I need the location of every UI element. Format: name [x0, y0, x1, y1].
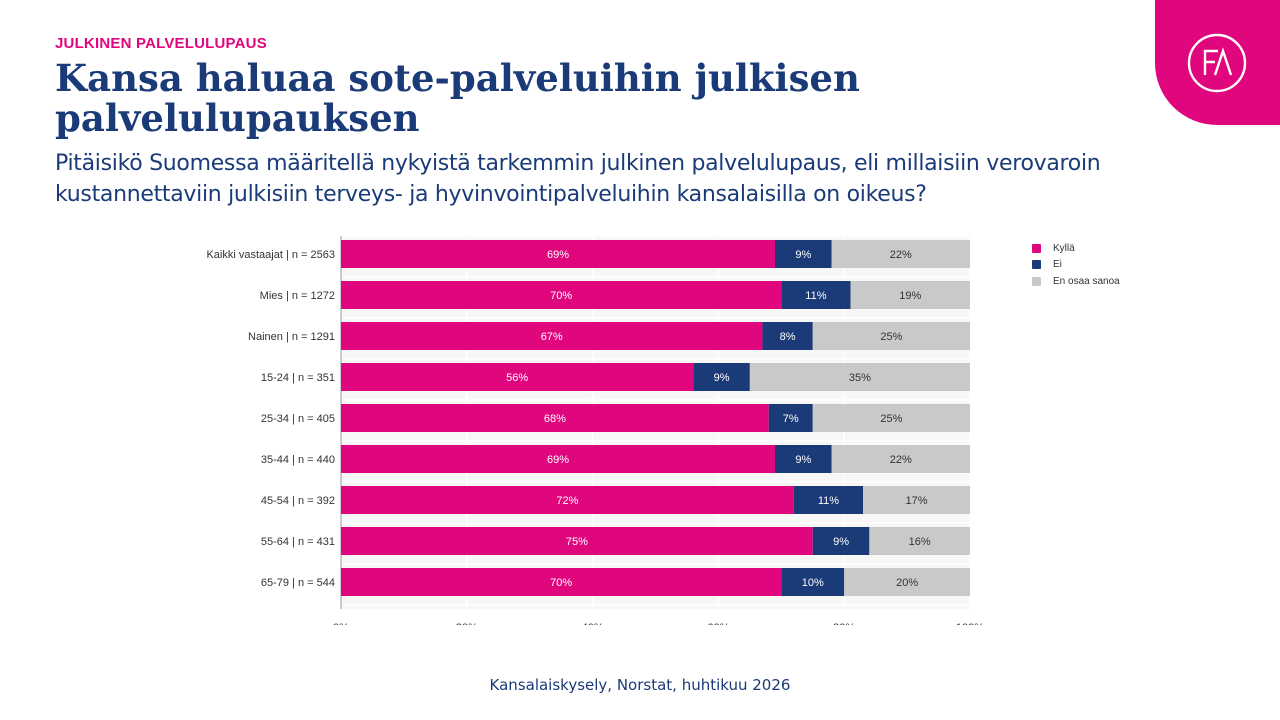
- kicker-label: JULKINEN PALVELULUPAUS: [55, 35, 267, 52]
- bar-segment-eos: [869, 527, 970, 555]
- legend-swatch: [1032, 276, 1041, 286]
- data-label: 72%: [556, 495, 578, 507]
- category-label: 55-64 | n = 431: [261, 536, 335, 548]
- bar-segment-ei: [762, 322, 813, 350]
- legend-label: Ei: [1053, 259, 1062, 270]
- data-label: 16%: [909, 536, 931, 548]
- bar-segment-eos: [831, 240, 970, 268]
- legend-item: Ei: [1032, 257, 1120, 273]
- data-label: 10%: [802, 577, 824, 589]
- x-tick-label: 40%: [582, 622, 604, 625]
- data-label: 67%: [541, 331, 563, 343]
- bar-segment-kylla: [341, 445, 776, 473]
- bar-segment-ei: [812, 527, 870, 555]
- category-label: 35-44 | n = 440: [261, 454, 335, 466]
- x-tick-label: 60%: [707, 622, 729, 625]
- data-label: 8%: [780, 331, 796, 343]
- data-label: 68%: [544, 413, 566, 425]
- bar-segment-eos: [844, 568, 970, 596]
- data-label: 69%: [547, 249, 569, 261]
- bar-segment-kylla: [341, 568, 782, 596]
- data-label: 69%: [547, 454, 569, 466]
- data-label: 9%: [714, 372, 730, 384]
- data-label: 20%: [896, 577, 918, 589]
- category-label: Kaikki vastaajat | n = 2563: [206, 249, 335, 261]
- chart-legend: Kyllä Ei En osaa sanoa: [1032, 240, 1120, 290]
- bar-segment-ei: [781, 568, 845, 596]
- category-label: 25-34 | n = 405: [261, 413, 335, 425]
- data-label: 9%: [795, 454, 811, 466]
- category-label: 65-79 | n = 544: [261, 577, 335, 589]
- data-label: 9%: [833, 536, 849, 548]
- bar-segment-ei: [781, 281, 851, 309]
- bar-segment-kylla: [341, 527, 813, 555]
- bar-segment-ei: [793, 486, 864, 514]
- stacked-bar-chart: 0% 20% 40% 60% 80% 100% Kaikki vastaajat | n =…: [206, 235, 984, 625]
- bar-segment-eos: [850, 281, 970, 309]
- bar-segment-ei: [693, 363, 750, 391]
- data-label: 7%: [783, 413, 799, 425]
- fa-logo-icon: [1187, 33, 1247, 93]
- legend-item: Kyllä: [1032, 240, 1120, 256]
- x-tick-label: 100%: [956, 622, 984, 625]
- bar-segment-ei: [768, 404, 813, 432]
- legend-item: En osaa sanoa: [1032, 273, 1120, 289]
- data-label: 56%: [506, 372, 528, 384]
- legend-swatch: [1032, 243, 1041, 253]
- data-label: 11%: [805, 290, 826, 302]
- data-label: 22%: [890, 249, 912, 261]
- data-label: 25%: [880, 331, 902, 343]
- legend-label: En osaa sanoa: [1053, 275, 1120, 287]
- data-label: 75%: [566, 536, 588, 548]
- x-tick-label: 0%: [333, 622, 349, 625]
- x-tick-label: 20%: [456, 622, 478, 625]
- bar-segment-kylla: [341, 281, 782, 309]
- data-label: 35%: [849, 372, 871, 384]
- category-label: Nainen | n = 1291: [248, 331, 335, 343]
- x-tick-label: 80%: [833, 622, 855, 625]
- page-subtitle: Pitäisikö Suomessa määritellä nykyistä t…: [55, 151, 1101, 207]
- bar-segment-eos: [812, 404, 970, 432]
- bar-segment-kylla: [341, 486, 794, 514]
- data-label: 11%: [818, 495, 839, 507]
- data-label: 9%: [795, 249, 811, 261]
- data-label: 70%: [550, 290, 572, 302]
- source-note: Kansalaiskysely, Norstat, huhtikuu 2026: [489, 676, 791, 694]
- legend-label: Kyllä: [1053, 242, 1075, 254]
- data-label: 19%: [899, 290, 921, 302]
- bar-segment-eos: [749, 363, 970, 391]
- data-label: 17%: [906, 495, 928, 507]
- bar-segment-kylla: [341, 322, 763, 350]
- category-label: Mies | n = 1272: [260, 290, 335, 302]
- page-title: Kansa haluaa sote-palveluihin julkisen p…: [55, 56, 860, 140]
- fa-logo: [1155, 0, 1280, 125]
- bar-segment-eos: [863, 486, 970, 514]
- category-label: 45-54 | n = 392: [261, 495, 335, 507]
- category-label: 15-24 | n = 351: [261, 372, 335, 384]
- bar-segment-eos: [812, 322, 970, 350]
- bar-segment-kylla: [341, 404, 769, 432]
- bar-segment-ei: [775, 240, 832, 268]
- legend-swatch: [1032, 260, 1041, 269]
- bar-segment-kylla: [341, 363, 694, 391]
- bar-segment-kylla: [341, 240, 776, 268]
- data-label: 25%: [880, 413, 902, 425]
- data-label: 70%: [550, 577, 572, 589]
- bar-segment-eos: [831, 445, 970, 473]
- bar-segment-ei: [775, 445, 832, 473]
- data-label: 22%: [890, 454, 912, 466]
